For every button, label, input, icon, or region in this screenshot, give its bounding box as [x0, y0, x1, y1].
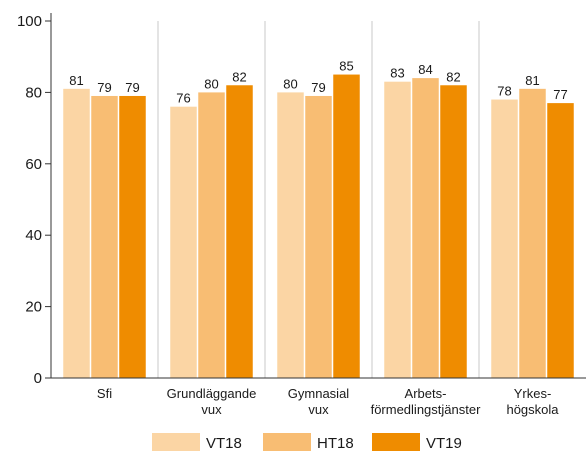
bar — [226, 85, 253, 378]
data-label: 77 — [553, 87, 567, 102]
data-label: 81 — [69, 73, 83, 88]
axes — [45, 13, 586, 379]
x-tick-labels: Sfi Grundläggande vux Gymnasial vux Arbets-fö… — [97, 386, 559, 417]
data-label: 78 — [497, 84, 511, 99]
data-label: 82 — [446, 69, 460, 84]
x-tick-label: Yrkes-högskola — [506, 386, 559, 417]
data-label: 79 — [311, 80, 325, 95]
data-label: 76 — [176, 91, 190, 106]
legend-label: VT19 — [426, 435, 462, 452]
y-tick-label: 40 — [25, 227, 42, 244]
data-label: 79 — [97, 80, 111, 95]
data-labels: 81 79 79 76 80 82 80 79 85 83 84 82 78 81 77 — [69, 59, 567, 106]
data-label: 82 — [232, 69, 246, 84]
x-tick-label: Grundläggande vux — [167, 386, 257, 417]
data-label: 84 — [418, 62, 432, 77]
data-label: 83 — [390, 66, 404, 81]
category-separators — [157, 21, 480, 378]
bar — [277, 92, 304, 379]
bar — [91, 95, 118, 378]
x-tick-label: Sfi — [97, 386, 112, 401]
data-label: 81 — [525, 73, 539, 88]
x-tick-label: Arbets-förmedlingstjänster — [371, 386, 481, 417]
y-tick-label: 60 — [25, 156, 42, 173]
data-label: 85 — [339, 59, 353, 74]
legend-swatch — [152, 433, 200, 451]
bar — [440, 85, 467, 378]
bar — [333, 74, 360, 379]
bar — [119, 95, 146, 378]
x-tick-label: Gymnasial vux — [288, 386, 350, 417]
legend-swatch — [263, 433, 311, 451]
y-tick-label: 0 — [34, 370, 42, 387]
bar — [305, 95, 332, 378]
legend-swatch — [372, 433, 420, 451]
legend: VT18 HT18 VT19 — [152, 433, 462, 452]
data-label: 80 — [204, 76, 218, 91]
bar — [519, 88, 546, 378]
bar — [491, 99, 518, 378]
y-tick-label: 20 — [25, 299, 42, 316]
legend-label: VT18 — [206, 435, 242, 452]
bar — [547, 103, 574, 379]
bar — [170, 106, 197, 379]
y-tick-label: 80 — [25, 84, 42, 101]
bar — [384, 81, 411, 378]
bar — [198, 92, 225, 379]
data-label: 80 — [283, 76, 297, 91]
y-tick-label: 100 — [17, 13, 42, 30]
bars — [63, 74, 574, 379]
data-label: 79 — [125, 80, 139, 95]
y-tick-labels: 0 20 40 60 80 100 — [17, 13, 42, 387]
bar — [63, 88, 90, 378]
bar — [412, 78, 439, 379]
legend-label: HT18 — [317, 435, 354, 452]
